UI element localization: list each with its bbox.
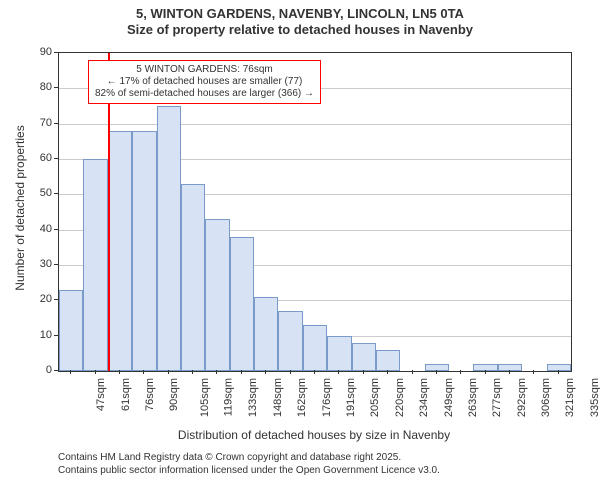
annotation-line1: 5 WINTON GARDENS: 76sqm	[95, 64, 314, 76]
footer-line2: Contains public sector information licen…	[58, 465, 440, 478]
y-tick-label: 10	[28, 329, 52, 341]
histogram-bar	[303, 325, 327, 371]
x-tick-label: 306sqm	[540, 378, 552, 417]
y-tick-mark	[54, 264, 58, 265]
x-tick-label: 292sqm	[516, 378, 528, 417]
x-tick-mark	[485, 370, 486, 374]
x-tick-label: 249sqm	[443, 378, 455, 417]
x-tick-label: 321sqm	[565, 378, 577, 417]
y-tick-mark	[54, 87, 58, 88]
histogram-bar	[205, 219, 229, 371]
y-tick-label: 80	[28, 81, 52, 93]
x-tick-label: 220sqm	[394, 378, 406, 417]
histogram-bar	[278, 311, 302, 371]
histogram-bar	[352, 343, 376, 371]
x-axis-label: Distribution of detached houses by size …	[58, 428, 570, 442]
histogram-bar	[473, 364, 497, 371]
x-tick-mark	[533, 370, 534, 374]
x-tick-label: 47sqm	[95, 378, 107, 411]
x-tick-label: 61sqm	[120, 378, 132, 411]
histogram-bar	[547, 364, 571, 371]
histogram-bar	[376, 350, 400, 371]
footer-line1: Contains HM Land Registry data © Crown c…	[58, 452, 440, 465]
histogram-bar	[181, 184, 205, 371]
y-tick-label: 20	[28, 293, 52, 305]
y-tick-mark	[54, 158, 58, 159]
title-line2: Size of property relative to detached ho…	[0, 22, 600, 38]
x-tick-mark	[436, 370, 437, 374]
x-tick-label: 105sqm	[199, 378, 211, 417]
y-tick-mark	[54, 335, 58, 336]
y-tick-label: 40	[28, 223, 52, 235]
histogram-bar	[327, 336, 351, 371]
x-tick-mark	[241, 370, 242, 374]
x-tick-mark	[143, 370, 144, 374]
x-tick-mark	[70, 370, 71, 374]
histogram-bar	[108, 131, 132, 371]
x-tick-label: 176sqm	[321, 378, 333, 417]
annotation-line2: ← 17% of detached houses are smaller (77…	[95, 76, 314, 88]
histogram-bar	[132, 131, 156, 371]
x-tick-mark	[95, 370, 96, 374]
title-block: 5, WINTON GARDENS, NAVENBY, LINCOLN, LN5…	[0, 6, 600, 39]
x-tick-label: 277sqm	[491, 378, 503, 417]
x-tick-label: 90sqm	[168, 378, 180, 411]
title-line1: 5, WINTON GARDENS, NAVENBY, LINCOLN, LN5…	[0, 6, 600, 22]
y-tick-label: 70	[28, 117, 52, 129]
x-tick-mark	[460, 370, 461, 374]
y-tick-mark	[54, 299, 58, 300]
histogram-bar	[425, 364, 449, 371]
histogram-bar	[157, 106, 181, 371]
x-tick-label: 191sqm	[345, 378, 357, 417]
y-tick-mark	[54, 229, 58, 230]
x-tick-label: 133sqm	[248, 378, 260, 417]
x-tick-mark	[363, 370, 364, 374]
x-tick-label: 148sqm	[272, 378, 284, 417]
x-tick-mark	[558, 370, 559, 374]
annotation-line3: 82% of semi-detached houses are larger (…	[95, 88, 314, 100]
y-tick-mark	[54, 123, 58, 124]
y-tick-mark	[54, 370, 58, 371]
grid-line	[59, 124, 571, 125]
x-tick-label: 205sqm	[370, 378, 382, 417]
y-tick-mark	[54, 193, 58, 194]
x-tick-label: 119sqm	[222, 378, 234, 416]
x-tick-mark	[216, 370, 217, 374]
y-axis-label: Number of detached properties	[13, 49, 27, 367]
x-tick-label: 263sqm	[467, 378, 479, 417]
x-tick-mark	[192, 370, 193, 374]
histogram-bar	[83, 159, 107, 371]
x-tick-mark	[119, 370, 120, 374]
x-tick-label: 162sqm	[296, 378, 308, 417]
y-tick-mark	[54, 52, 58, 53]
x-tick-mark	[412, 370, 413, 374]
histogram-bar	[254, 297, 278, 371]
y-tick-label: 60	[28, 152, 52, 164]
x-tick-mark	[509, 370, 510, 374]
y-tick-label: 90	[28, 46, 52, 58]
x-tick-mark	[338, 370, 339, 374]
x-tick-label: 76sqm	[144, 378, 156, 411]
x-tick-mark	[387, 370, 388, 374]
y-tick-label: 50	[28, 187, 52, 199]
histogram-bar	[230, 237, 254, 371]
x-tick-mark	[290, 370, 291, 374]
chart-container: 5, WINTON GARDENS, NAVENBY, LINCOLN, LN5…	[0, 0, 600, 500]
x-tick-mark	[168, 370, 169, 374]
footer: Contains HM Land Registry data © Crown c…	[58, 452, 440, 477]
x-tick-mark	[265, 370, 266, 374]
histogram-bar	[59, 290, 83, 371]
x-tick-label: 335sqm	[589, 378, 600, 417]
y-tick-label: 30	[28, 258, 52, 270]
annotation-box: 5 WINTON GARDENS: 76sqm ← 17% of detache…	[88, 60, 321, 104]
x-tick-mark	[314, 370, 315, 374]
x-tick-label: 234sqm	[418, 378, 430, 417]
y-tick-label: 0	[28, 364, 52, 376]
